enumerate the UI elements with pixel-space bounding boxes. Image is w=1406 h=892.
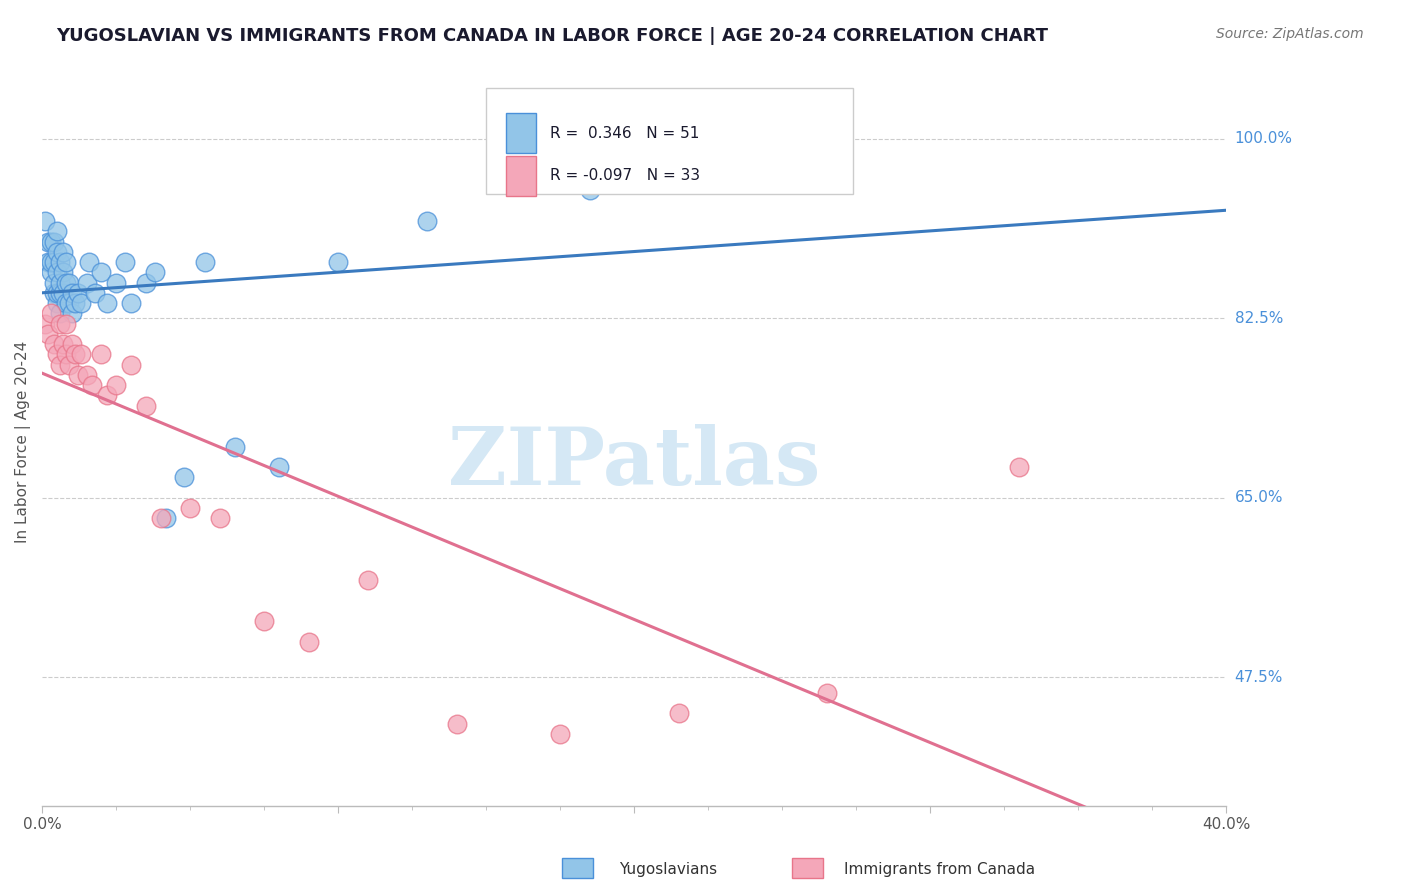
Point bbox=[60, 306, 83, 320]
Point bbox=[76, 276, 98, 290]
Point bbox=[45, 265, 67, 279]
Point bbox=[297, 634, 319, 648]
Text: R = -0.097   N = 33: R = -0.097 N = 33 bbox=[550, 168, 700, 183]
Point bbox=[37, 235, 59, 249]
Point bbox=[60, 337, 83, 351]
Text: R =  0.346   N = 51: R = 0.346 N = 51 bbox=[550, 126, 699, 141]
Point bbox=[815, 686, 838, 700]
Point bbox=[90, 265, 112, 279]
Point bbox=[149, 511, 172, 525]
Point bbox=[179, 501, 201, 516]
Point bbox=[58, 296, 80, 310]
Point bbox=[120, 296, 142, 310]
Point bbox=[45, 244, 67, 259]
Point bbox=[60, 285, 83, 300]
Point bbox=[34, 214, 56, 228]
Point bbox=[96, 296, 118, 310]
Point bbox=[105, 378, 128, 392]
Point bbox=[143, 265, 166, 279]
Point bbox=[416, 214, 439, 228]
Point bbox=[52, 285, 75, 300]
Point bbox=[96, 388, 118, 402]
Point bbox=[58, 358, 80, 372]
Text: Source: ZipAtlas.com: Source: ZipAtlas.com bbox=[1216, 27, 1364, 41]
Point bbox=[194, 255, 217, 269]
Point bbox=[135, 276, 157, 290]
Point bbox=[578, 183, 600, 197]
Point bbox=[55, 276, 77, 290]
Point bbox=[105, 276, 128, 290]
Text: Immigrants from Canada: Immigrants from Canada bbox=[844, 863, 1035, 877]
Point bbox=[66, 285, 89, 300]
Point bbox=[39, 306, 62, 320]
Point bbox=[42, 235, 65, 249]
Point bbox=[37, 255, 59, 269]
Point bbox=[135, 399, 157, 413]
Text: YUGOSLAVIAN VS IMMIGRANTS FROM CANADA IN LABOR FORCE | AGE 20-24 CORRELATION CHA: YUGOSLAVIAN VS IMMIGRANTS FROM CANADA IN… bbox=[56, 27, 1049, 45]
Point bbox=[49, 317, 72, 331]
Point bbox=[668, 706, 690, 721]
Point bbox=[63, 296, 86, 310]
Point bbox=[328, 255, 350, 269]
Point bbox=[42, 337, 65, 351]
Bar bbox=[506, 113, 536, 153]
Point bbox=[253, 614, 276, 628]
Point bbox=[208, 511, 231, 525]
Point bbox=[49, 306, 72, 320]
Point bbox=[39, 255, 62, 269]
Text: 65.0%: 65.0% bbox=[1234, 491, 1284, 506]
Point bbox=[55, 317, 77, 331]
Point bbox=[446, 716, 468, 731]
Point bbox=[1008, 460, 1031, 475]
Point bbox=[55, 255, 77, 269]
Text: ZIPatlas: ZIPatlas bbox=[449, 425, 820, 502]
Point bbox=[49, 276, 72, 290]
Y-axis label: In Labor Force | Age 20-24: In Labor Force | Age 20-24 bbox=[15, 341, 31, 542]
Point bbox=[34, 317, 56, 331]
Point bbox=[69, 347, 91, 361]
Bar bbox=[506, 155, 536, 195]
Point bbox=[37, 326, 59, 341]
Point bbox=[49, 285, 72, 300]
Point bbox=[66, 368, 89, 382]
Point bbox=[79, 255, 101, 269]
Point bbox=[42, 276, 65, 290]
Point bbox=[39, 265, 62, 279]
Point bbox=[42, 285, 65, 300]
Point bbox=[120, 358, 142, 372]
Point bbox=[224, 440, 246, 454]
Point bbox=[42, 255, 65, 269]
Point bbox=[49, 255, 72, 269]
Text: 100.0%: 100.0% bbox=[1234, 131, 1292, 146]
Point bbox=[45, 296, 67, 310]
Point bbox=[357, 573, 380, 587]
Point bbox=[155, 511, 177, 525]
Text: 47.5%: 47.5% bbox=[1234, 670, 1282, 685]
Point bbox=[114, 255, 136, 269]
Point bbox=[58, 276, 80, 290]
FancyBboxPatch shape bbox=[486, 88, 853, 194]
Point bbox=[69, 296, 91, 310]
Point bbox=[52, 265, 75, 279]
Point bbox=[45, 285, 67, 300]
Point bbox=[52, 337, 75, 351]
Point bbox=[173, 470, 195, 484]
Point bbox=[39, 235, 62, 249]
Point bbox=[548, 727, 571, 741]
Point bbox=[267, 460, 290, 475]
Point bbox=[45, 347, 67, 361]
Point bbox=[49, 358, 72, 372]
Point bbox=[63, 347, 86, 361]
Text: Yugoslavians: Yugoslavians bbox=[619, 863, 717, 877]
Point bbox=[90, 347, 112, 361]
Text: 82.5%: 82.5% bbox=[1234, 311, 1282, 326]
Point bbox=[45, 224, 67, 238]
Point bbox=[76, 368, 98, 382]
Point bbox=[741, 142, 763, 156]
Point bbox=[82, 378, 104, 392]
Point bbox=[55, 347, 77, 361]
Point bbox=[52, 244, 75, 259]
Point bbox=[84, 285, 107, 300]
Point bbox=[55, 296, 77, 310]
